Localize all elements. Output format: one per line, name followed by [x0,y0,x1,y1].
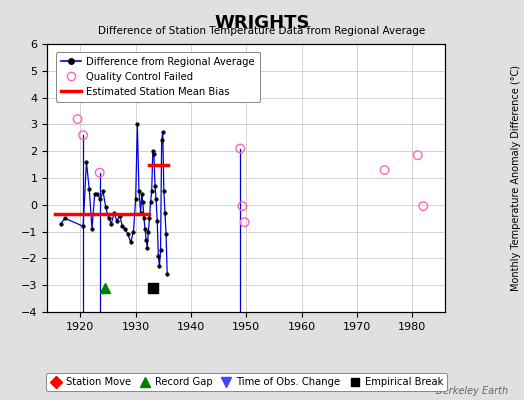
Point [238,203,247,209]
Legend: Difference from Regional Average, Quality Control Failed, Estimated Station Mean: Difference from Regional Average, Qualit… [56,52,260,102]
Legend: Station Move, Record Gap, Time of Obs. Change, Empirical Break: Station Move, Record Gap, Time of Obs. C… [46,373,447,391]
Point [73,116,82,122]
Point [419,203,428,209]
Text: Monthly Temperature Anomaly Difference (°C): Monthly Temperature Anomaly Difference (… [511,65,521,291]
Point [79,132,88,138]
Point [413,152,422,158]
Point [95,170,104,176]
Point [380,167,389,173]
Text: Berkeley Earth: Berkeley Earth [436,386,508,396]
Text: WRIGHTS: WRIGHTS [214,14,310,32]
Point [236,145,244,152]
Point [241,219,249,226]
Text: Difference of Station Temperature Data from Regional Average: Difference of Station Temperature Data f… [99,26,425,36]
